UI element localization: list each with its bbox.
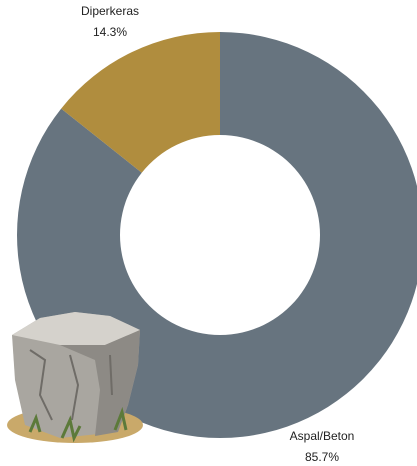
labels: Aspal/Beton 85.7% Diperkeras 14.3% [81, 4, 354, 464]
rock-illustration [7, 312, 143, 443]
slice [61, 32, 220, 173]
slice-label: Aspal/Beton [290, 429, 355, 443]
slice-value-label: 14.3% [93, 25, 127, 39]
slice-label: Diperkeras [81, 4, 139, 18]
slice-value-label: 85.7% [305, 450, 339, 464]
